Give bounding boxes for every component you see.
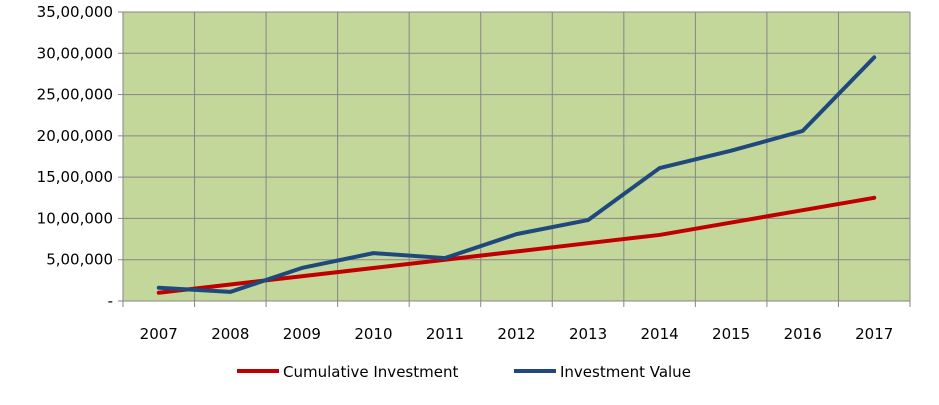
data-point [516,250,517,252]
y-tick-label: 5,00,000 [46,251,113,269]
data-point [587,219,589,221]
data-point [301,267,303,269]
data-point [372,267,374,269]
y-tick-label: 30,00,000 [37,44,113,62]
x-tick-label: 2015 [712,325,750,343]
x-tick-label: 2017 [855,325,893,343]
data-point [873,197,875,199]
data-point [301,275,303,277]
data-point [158,292,160,294]
data-point [158,287,160,289]
x-tick-label: 2012 [497,325,535,343]
plot-area [123,12,910,301]
data-point [229,283,231,285]
y-tick-label: 25,00,000 [37,86,113,104]
data-point [444,257,446,259]
data-point [802,209,804,211]
data-point [372,252,374,254]
legend-label: Investment Value [560,363,691,381]
data-point [730,150,732,152]
data-point [802,130,804,132]
data-point [229,291,231,293]
y-tick-label: 15,00,000 [37,168,113,186]
x-tick-label: 2008 [211,325,249,343]
data-point [659,167,661,169]
data-point [730,222,732,224]
y-tick-label: 20,00,000 [37,127,113,145]
y-tick-label: 10,00,000 [37,209,113,227]
y-tick-label: - [108,292,113,310]
data-point [659,234,661,236]
data-point [587,242,589,244]
legend-label: Cumulative Investment [283,363,458,381]
x-tick-label: 2013 [569,325,607,343]
x-tick-label: 2014 [640,325,678,343]
y-tick-label: 35,00,000 [37,3,113,21]
x-tick-label: 2007 [140,325,178,343]
data-point [516,233,517,235]
x-tick-label: 2011 [426,325,464,343]
data-point [873,56,875,58]
x-tick-label: 2009 [283,325,321,343]
x-tick-label: 2010 [354,325,392,343]
x-tick-label: 2016 [784,325,822,343]
